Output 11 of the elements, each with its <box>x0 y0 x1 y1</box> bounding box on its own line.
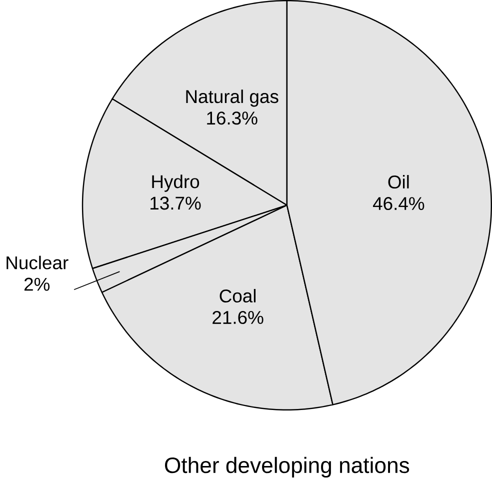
slice-label: Nuclear <box>6 256 68 270</box>
slice-label: Natural gas <box>186 90 278 107</box>
slice-label: Hydro <box>152 174 200 192</box>
data-label: 46.4% <box>372 197 424 210</box>
data-label: 21.6% <box>212 311 264 324</box>
slice-label: Coal <box>220 289 256 303</box>
data-label: 13.7% <box>150 196 201 210</box>
data-label: 16.3% <box>207 112 258 125</box>
data-label: 2% <box>24 278 50 291</box>
text: Other developing nations <box>165 457 410 478</box>
slice-label: Oil <box>388 175 409 189</box>
